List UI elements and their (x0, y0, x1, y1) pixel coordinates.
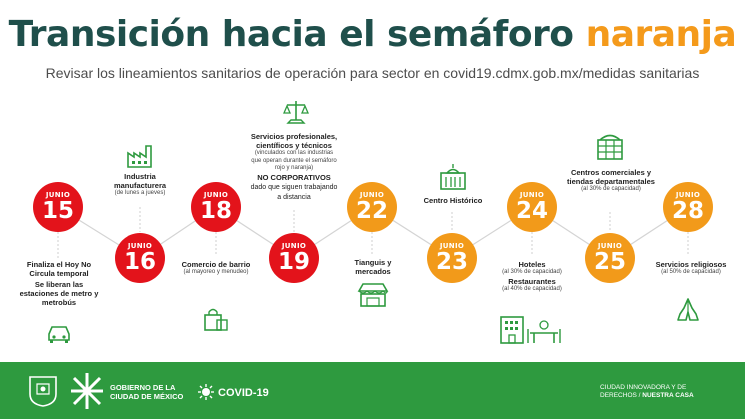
label-title: Centro Histórico (423, 196, 483, 205)
label-note: (al 50% de capacidad) (661, 269, 721, 275)
milestone-month: JUNIO (675, 191, 701, 199)
label-title: Centros comerciales y tiendas departamen… (567, 168, 655, 186)
car-icon (48, 326, 70, 343)
milestone-month: JUNIO (281, 242, 307, 250)
label-title: Industria manufacturera (113, 172, 167, 190)
label-title: Servicios religiosos (655, 260, 727, 269)
label-title: Servicios profesionales, científicos y t… (250, 132, 338, 150)
milestone-month: JUNIO (45, 191, 71, 199)
page-subtitle: Revisar los lineamientos sanitarios de o… (45, 65, 700, 81)
label-jun-18: Comercio de barrio (al mayoreo y menudeo… (180, 260, 252, 277)
label-note: (de lunes a jueves) (114, 190, 166, 196)
shopping-bag-icon (204, 308, 228, 331)
slogan-line-2b: NUESTRA CASA (642, 392, 694, 399)
milestone-jun-28: JUNIO 28 (663, 182, 713, 232)
label-title-2: Se liberan las estaciones de metro y met… (19, 280, 99, 307)
milestone-jun-23: JUNIO 23 (427, 233, 477, 283)
milestone-day: 28 (671, 198, 704, 224)
label-jun-23: Centro Histórico (414, 196, 492, 205)
milestone-jun-18: JUNIO 18 (191, 182, 241, 232)
scales-icon (283, 101, 309, 124)
covid-label: COVID-19 (218, 387, 269, 399)
milestone-jun-25: JUNIO 25 (585, 233, 635, 283)
gov-name: GOBIERNO DE LA CIUDAD DE MÉXICO (110, 383, 183, 401)
milestone-month: JUNIO (359, 191, 385, 199)
milestone-day: 15 (41, 198, 74, 224)
cdmx-shield-icon (29, 376, 57, 407)
milestone-month: JUNIO (439, 242, 465, 250)
milestone-jun-24: JUNIO 24 (507, 182, 557, 232)
hotel-restaurant-icon (500, 316, 561, 344)
milestone-jun-16: JUNIO 16 (115, 233, 165, 283)
label-jun-22: Tianguis y mercados (336, 258, 410, 276)
label-note: (vinculados con las industrias que opera… (251, 150, 337, 171)
market-stall-icon (357, 283, 389, 307)
label-note: (al 30% de capacidad) (502, 269, 562, 275)
label-note-2: dado que siguen trabajando a distancia (250, 183, 338, 201)
gov-line-1: GOBIERNO DE LA (110, 383, 176, 392)
label-note: (al mayoreo y menudeo) (183, 269, 249, 275)
milestone-day: 16 (123, 249, 156, 275)
milestone-month: JUNIO (519, 191, 545, 199)
slogan: CIUDAD INNOVADORA Y DE DERECHOS / NUESTR… (600, 384, 694, 400)
label-title: Tianguis y mercados (354, 258, 392, 276)
title-accent: naranja (585, 14, 737, 55)
footer-bar: GOBIERNO DE LA CIUDAD DE MÉXICO COVID-19… (0, 362, 745, 419)
slogan-line-1: CIUDAD INNOVADORA Y DE (600, 384, 687, 391)
milestone-month: JUNIO (127, 242, 153, 250)
label-jun-25: Centros comerciales y tiendas departamen… (566, 168, 656, 194)
slogan-line-2a: DERECHOS / (600, 392, 643, 399)
mall-icon (597, 134, 623, 160)
milestone-day: 25 (593, 249, 626, 275)
milestone-day: 24 (515, 198, 548, 224)
factory-icon (127, 145, 152, 168)
label-note: (al 30% de capacidad) (581, 186, 641, 192)
title-main: Transición hacia el semáforo (8, 14, 586, 55)
historic-building-icon (440, 164, 466, 190)
milestone-day: 19 (277, 249, 310, 275)
label-jun-28: Servicios religiosos (al 50% de capacida… (650, 260, 732, 277)
label-title-2: NO CORPORATIVOS (257, 172, 331, 182)
milestone-day: 18 (199, 198, 232, 224)
milestone-month: JUNIO (203, 191, 229, 199)
milestone-jun-15: JUNIO 15 (33, 182, 83, 232)
label-note-2: (al 40% de capacidad) (502, 285, 562, 292)
gov-line-2: CIUDAD DE MÉXICO (110, 392, 184, 401)
label-jun-24: Hoteles (al 30% de capacidad) Restaurant… (497, 260, 567, 293)
label-jun-15: Finaliza el Hoy No Circula temporal Se l… (18, 260, 100, 307)
label-title: Comercio de barrio (181, 260, 251, 269)
milestone-jun-22: JUNIO 22 (347, 182, 397, 232)
milestone-day: 23 (435, 249, 468, 275)
milestone-jun-19: JUNIO 19 (269, 233, 319, 283)
virus-icon (198, 384, 214, 400)
praying-hands-icon (677, 298, 699, 321)
label-jun-16: Industria manufacturera (de lunes a juev… (98, 172, 182, 198)
label-title: Finaliza el Hoy No Circula temporal (26, 260, 92, 278)
label-jun-19: Servicios profesionales, científicos y t… (249, 132, 339, 202)
cdmx-logo-icon (71, 373, 103, 409)
page-title: Transición hacia el semáforo naranja (0, 14, 745, 55)
label-title-2: Restaurantes (508, 276, 556, 286)
label-title: Hoteles (518, 260, 546, 269)
milestone-day: 22 (355, 198, 388, 224)
milestone-month: JUNIO (597, 242, 623, 250)
